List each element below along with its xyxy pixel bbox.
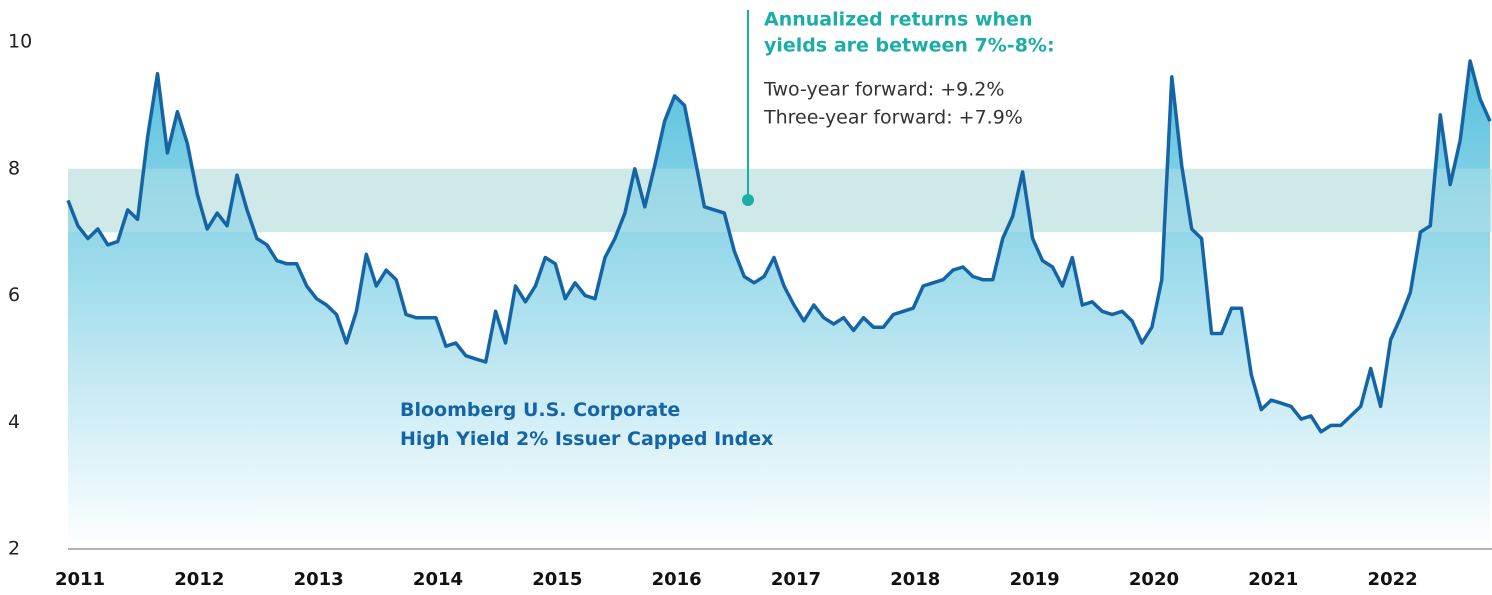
annotation-title: yields are between 7%-8%: [764, 35, 1055, 57]
y-tick-label: 4 [8, 411, 20, 433]
x-tick-label: 2022 [1368, 569, 1418, 590]
annotation-text: Three-year forward: +7.9% [763, 107, 1023, 129]
x-tick-label: 2018 [890, 569, 940, 590]
x-tick-label: 2012 [174, 569, 224, 590]
x-tick-label: 2015 [532, 569, 582, 590]
x-tick-label: 2020 [1129, 569, 1179, 590]
x-tick-label: 2014 [413, 569, 463, 590]
annotation-text: Two-year forward: +9.2% [763, 79, 1004, 101]
x-tick-label: 2013 [294, 569, 344, 590]
series-label: Bloomberg U.S. Corporate High Yield 2% Is… [400, 399, 773, 450]
highlight-band-overlay [68, 168, 1492, 233]
y-tick-label: 2 [8, 538, 20, 560]
x-tick-label: 2021 [1248, 569, 1298, 590]
y-tick-label: 10 [8, 31, 32, 53]
x-tick-label: 2011 [55, 569, 105, 590]
highlight-band [68, 168, 1492, 233]
annotation-dot [742, 194, 754, 206]
line [66, 59, 1492, 434]
y-tick-label: 6 [8, 284, 20, 306]
annotation-title: Annualized returns when [764, 9, 1032, 31]
y-tick-label: 8 [8, 157, 20, 179]
area [68, 61, 1490, 549]
x-tick-label: 2016 [652, 569, 702, 590]
x-tick-label: 2019 [1010, 569, 1060, 590]
x-tick-label: 2017 [771, 569, 821, 590]
